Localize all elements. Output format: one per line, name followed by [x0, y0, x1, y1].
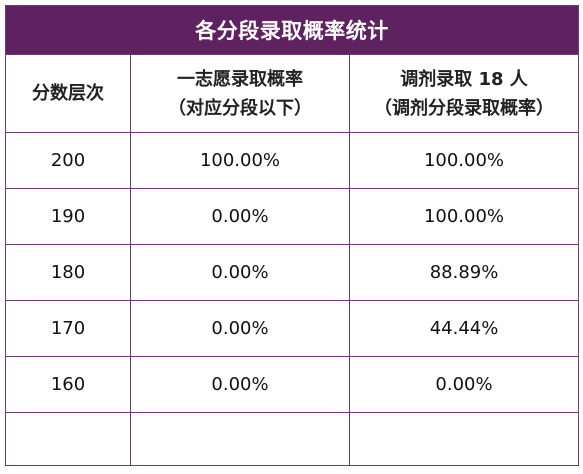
table-row: 190 0.00% 100.00% [5, 188, 580, 245]
first-choice-header-line2: （对应分段以下） [168, 97, 312, 119]
table-row: 170 0.00% 44.44% [5, 300, 580, 357]
admission-probability-table: 各分段录取概率统计 分数层次 一志愿录取概率 （对应分段以下） 调剂录取 18 … [4, 5, 580, 466]
first-choice-column-header: 一志愿录取概率 （对应分段以下） [130, 54, 350, 133]
table-title-row: 各分段录取概率统计 [4, 5, 580, 55]
first-choice-header-line1: 一志愿录取概率 [177, 68, 303, 90]
adjust-cell: 100.00% [348, 132, 580, 189]
table-row: 180 0.00% 88.89% [5, 244, 580, 301]
adjust-cell: 100.00% [348, 188, 580, 245]
first-choice-cell: 0.00% [130, 188, 350, 245]
first-choice-cell: 0.00% [130, 244, 350, 301]
score-column-header: 分数层次 [5, 54, 131, 133]
score-cell: 190 [5, 188, 131, 245]
adjust-cell: 0.00% [348, 356, 580, 413]
empty-table-row [5, 412, 580, 466]
adjust-column-header: 调剂录取 18 人 （调剂分段录取概率） [348, 54, 580, 133]
score-cell: 200 [5, 132, 131, 189]
table-title: 各分段录取概率统计 [4, 5, 580, 55]
adjust-cell: 88.89% [348, 244, 580, 301]
first-choice-cell [130, 412, 350, 466]
score-cell: 180 [5, 244, 131, 301]
adjust-cell: 44.44% [348, 300, 580, 357]
score-cell: 170 [5, 300, 131, 357]
adjust-header-line2: （调剂分段录取概率） [374, 97, 554, 119]
table-row: 160 0.00% 0.00% [5, 356, 580, 413]
table-header-row: 分数层次 一志愿录取概率 （对应分段以下） 调剂录取 18 人 （调剂分段录取概… [5, 54, 580, 133]
adjust-header-line1: 调剂录取 18 人 [400, 68, 528, 90]
score-cell [5, 412, 131, 466]
first-choice-cell: 0.00% [130, 300, 350, 357]
score-cell: 160 [5, 356, 131, 413]
first-choice-cell: 0.00% [130, 356, 350, 413]
adjust-cell [348, 412, 580, 466]
first-choice-cell: 100.00% [130, 132, 350, 189]
table-row: 200 100.00% 100.00% [5, 132, 580, 189]
